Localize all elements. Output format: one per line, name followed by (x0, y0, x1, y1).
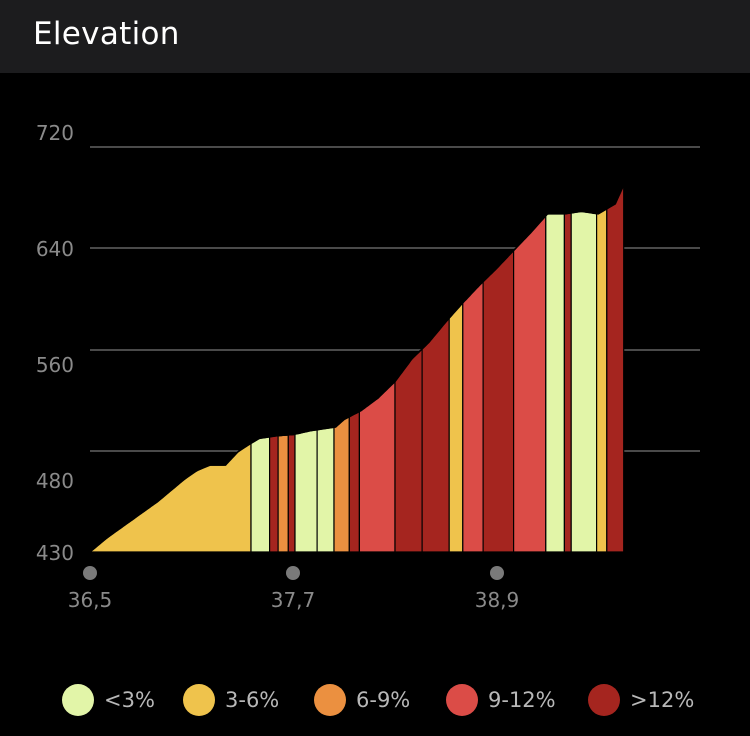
header-bar: Elevation (0, 0, 750, 73)
legend-swatch (183, 684, 215, 716)
grade-segment (462, 280, 484, 553)
grade-segment (606, 184, 625, 553)
x-tick-label: 37,7 (271, 588, 316, 612)
legend-swatch (314, 684, 346, 716)
x-tick-label: 36,5 (68, 588, 113, 612)
grade-segment (421, 316, 450, 553)
legend-swatch (446, 684, 478, 716)
grade-segment (448, 301, 464, 553)
y-tick-label: 640 (36, 237, 74, 261)
elevation-outline (89, 184, 625, 553)
grade-segment (316, 426, 335, 553)
y-tick-label: 720 (36, 121, 74, 145)
page-title: Elevation (33, 16, 180, 52)
grade-segment (277, 434, 289, 553)
grade-segment (482, 249, 515, 553)
grade-segment (545, 213, 566, 553)
grade-segment (287, 433, 296, 553)
legend-label: 3-6% (225, 688, 280, 712)
grade-segment (512, 214, 547, 553)
y-tick-label: 480 (36, 469, 74, 493)
grade-segment (595, 207, 608, 553)
grade-segment (563, 212, 572, 553)
legend-swatch (62, 684, 94, 716)
legend-label: <3% (104, 688, 155, 712)
grade-segment (394, 347, 423, 553)
x-tick-label: 38,9 (475, 588, 520, 612)
grade-segment (570, 210, 598, 553)
legend-label: >12% (630, 688, 695, 712)
y-tick-label: 560 (36, 353, 74, 377)
y-tick-label: 430 (36, 541, 74, 565)
elevation-profile (88, 184, 625, 553)
x-tick-marker (286, 566, 300, 580)
legend-label: 6-9% (356, 688, 411, 712)
legend-swatch (588, 684, 620, 716)
grade-legend: <3% 3-6% 6-9% 9-12% >12% (0, 680, 750, 720)
y-axis-ticks: 720 640 560 480 430 (36, 121, 74, 565)
x-tick-marker (83, 566, 97, 580)
grade-segment (269, 435, 279, 553)
x-tick-marker (490, 566, 504, 580)
x-axis-ticks: 36,5 37,7 38,9 (68, 566, 520, 612)
grade-segment (88, 442, 252, 553)
legend-label: 9-12% (488, 688, 556, 712)
grade-segment (250, 436, 271, 553)
grade-segment (333, 415, 350, 553)
elevation-chart-svg: 720 640 560 480 430 36,5 37,7 38,9 (36, 121, 700, 612)
grade-segment (294, 429, 318, 553)
elevation-chart: 720 640 560 480 430 36,5 37,7 38,9 (0, 73, 750, 633)
grade-segment (348, 410, 360, 553)
